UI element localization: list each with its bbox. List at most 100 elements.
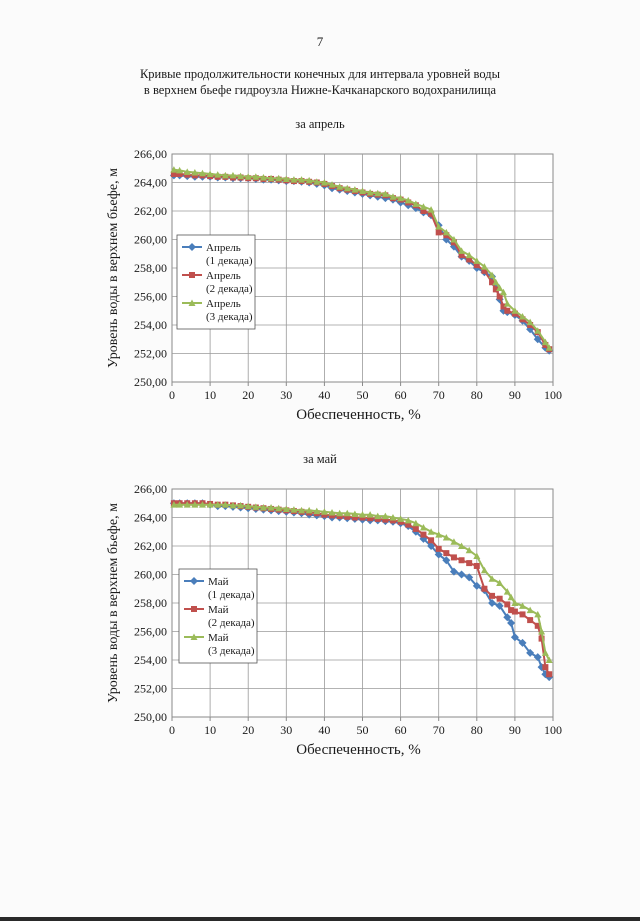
may-series-3-point — [473, 552, 481, 559]
april-series-2-point — [519, 316, 526, 323]
may-y-tick-label: 258,00 — [134, 596, 167, 610]
april-series-2-point — [389, 195, 396, 202]
may-y-axis-label: Уровень воды в верхнем бьефе, м — [106, 503, 121, 703]
may-series-3-point — [389, 514, 397, 521]
may-series-1-line — [173, 502, 550, 678]
april-series-3-point — [541, 338, 549, 346]
april-series-2-point — [170, 170, 177, 177]
april-series-2-point — [397, 196, 404, 203]
may-series-3-point — [229, 501, 237, 509]
document-title-line-1: Кривые продолжительности конечных для ин… — [139, 67, 501, 81]
may-series-1-point — [472, 581, 481, 590]
april-series-3-point — [450, 236, 458, 243]
may-series-3-point — [206, 501, 214, 508]
april-series-1-point — [404, 201, 413, 210]
april-series-1-point — [533, 335, 542, 344]
may-series-2-point — [546, 671, 553, 678]
april-series-3-point — [237, 172, 245, 180]
april-series-1-point — [510, 311, 519, 320]
april-series-1-point — [175, 171, 184, 180]
may-series-3-point — [290, 506, 298, 513]
may-series-1-point — [373, 516, 382, 525]
may-y-tick-label: 264,00 — [134, 511, 167, 525]
may-series-2-point — [359, 514, 366, 521]
april-series-3-point — [465, 251, 473, 259]
may-series-2-point — [519, 611, 526, 618]
may-series-3-point — [183, 501, 191, 508]
may-series-1-point — [465, 573, 474, 582]
april-series-3-point — [183, 168, 191, 175]
april-series-1-point — [472, 264, 481, 272]
april-series-1-point — [480, 268, 489, 277]
april-series-2-point — [359, 189, 366, 196]
may-series-2-point — [207, 500, 214, 507]
april-legend-sublabel: (1 декада) — [206, 255, 253, 267]
may-series-2-point — [237, 503, 244, 510]
may-legend-box — [178, 568, 258, 664]
may-series-2-point — [389, 517, 396, 524]
april-series-3-point — [488, 271, 496, 279]
april-series-2-point — [443, 232, 450, 239]
may-series-1-point — [427, 542, 436, 550]
april-legend-label: Апрель — [206, 298, 241, 310]
may-series-3-point — [313, 507, 321, 515]
april-series-1-point — [350, 188, 359, 197]
april-series-1-point — [388, 195, 397, 204]
may-series-1-point — [533, 653, 542, 662]
may-series-3-point — [282, 505, 290, 512]
may-series-1-point — [183, 499, 192, 508]
april-series-1-point — [297, 177, 306, 186]
april-series-3-point — [259, 174, 267, 181]
april-series-2-point — [504, 307, 511, 314]
april-series-3-point — [435, 223, 443, 230]
april-series-3-point — [320, 179, 328, 186]
april-series-2-point — [458, 252, 465, 259]
may-series-3-point — [511, 599, 519, 606]
april-series-2-point — [184, 171, 191, 178]
page-number: 7 — [316, 34, 324, 49]
may-y-tick-label: 250,00 — [134, 710, 167, 724]
may-series-1-point — [221, 502, 230, 511]
april-series-1-point — [491, 281, 500, 290]
april-series-2-point — [268, 175, 275, 182]
april-x-tick-label: 90 — [509, 388, 521, 402]
may-series-3-point — [519, 602, 527, 609]
april-legend-swatch-marker — [188, 243, 196, 251]
april-series-2-point — [351, 188, 358, 195]
may-series-2-point — [275, 506, 282, 513]
april-series-1-point — [518, 316, 527, 325]
chart-may-subtitle: за май — [303, 452, 337, 466]
april-series-2-point — [473, 262, 480, 269]
april-series-2-point — [527, 322, 534, 328]
may-series-3-point — [496, 579, 504, 587]
may-series-1-point — [267, 506, 276, 515]
may-series-1-point — [457, 570, 466, 579]
may-legend-sublabel: (3 декада) — [208, 645, 255, 657]
may-series-1-point — [190, 499, 199, 508]
chart-april-subtitle: за апрель — [295, 117, 345, 131]
april-series-3-point — [442, 228, 450, 236]
may-x-tick-label: 40 — [318, 723, 330, 737]
april-series-3-point — [198, 169, 206, 177]
may-series-1-point — [282, 507, 291, 516]
may-series-1-point — [381, 517, 390, 526]
april-series-1-point — [526, 325, 535, 334]
april-series-1-point — [244, 174, 253, 183]
may-series-3-point — [404, 516, 412, 524]
april-series-2-point — [374, 191, 381, 198]
may-series-2-point — [283, 507, 290, 514]
april-series-1-point — [312, 179, 321, 188]
may-series-2-point — [458, 557, 465, 564]
april-x-tick-label: 20 — [242, 388, 254, 402]
april-series-3-point — [359, 187, 366, 195]
april-y-axis-label: Уровень воды в верхнем бьефе, м — [106, 168, 121, 368]
april-x-tick-label: 50 — [357, 388, 369, 402]
may-series-1-point — [488, 599, 497, 607]
may-series-1-point — [312, 511, 321, 520]
april-series-1-point — [541, 343, 550, 352]
may-series-3-point — [526, 606, 534, 614]
april-series-3-point — [458, 247, 466, 254]
may-series-1-point — [366, 516, 375, 525]
april-series-3-point — [492, 278, 500, 286]
may-series-1-point — [259, 505, 268, 514]
